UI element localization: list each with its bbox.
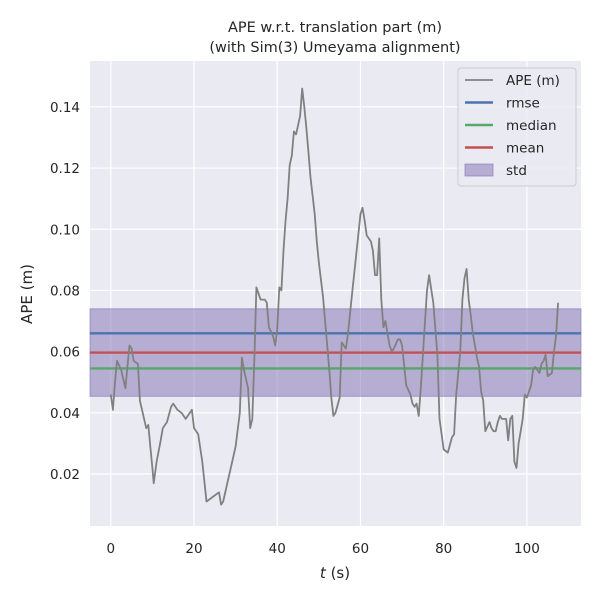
- y-axis-label: APE (m): [18, 264, 36, 324]
- x-tick-label-3: 60: [352, 541, 369, 557]
- chart-title-line2: (with Sim(3) Umeyama alignment): [209, 40, 460, 56]
- y-tick-label-3: 0.08: [50, 283, 80, 299]
- y-tick-label-5: 0.12: [50, 161, 80, 177]
- y-tick-label-1: 0.04: [50, 406, 80, 422]
- ape-line: [109, 87, 559, 506]
- x-tick-label-2: 40: [269, 541, 286, 557]
- legend-box: [457, 67, 577, 187]
- legend-label-apem: APE (m): [506, 73, 560, 89]
- x-axis-label-unit: (s): [326, 564, 350, 582]
- legend-label-std: std: [506, 163, 527, 179]
- x-axis-label: t (s): [320, 564, 350, 582]
- legend-swatch-std: [464, 163, 494, 177]
- x-tick-label-5: 100: [514, 541, 540, 557]
- y-tick-labels: 0.02 0.04 0.06 0.08 0.10 0.12 0.14: [50, 100, 80, 483]
- x-axis-label-var: t: [320, 564, 327, 582]
- y-tick-label-4: 0.10: [50, 222, 80, 238]
- x-tick-label-0: 0: [107, 541, 116, 557]
- stat-lines-group: [90, 332, 581, 370]
- chart-title-line1: APE w.r.t. translation part (m): [228, 20, 442, 36]
- ape-series-group: [109, 87, 559, 506]
- y-tick-label-2: 0.06: [50, 345, 80, 361]
- x-tick-labels: 0 20 40 60 80 100: [107, 541, 540, 557]
- y-tick-label-0: 0.02: [50, 467, 80, 483]
- y-tick-label-6: 0.14: [50, 100, 80, 116]
- legend-label-median: median: [506, 118, 557, 134]
- x-tick-label-1: 20: [185, 541, 202, 557]
- legend-label-mean: mean: [506, 141, 544, 157]
- legend: APE (m) rmse median mean std: [457, 67, 577, 187]
- legend-label-rmse: rmse: [506, 96, 540, 112]
- x-tick-label-4: 80: [435, 541, 452, 557]
